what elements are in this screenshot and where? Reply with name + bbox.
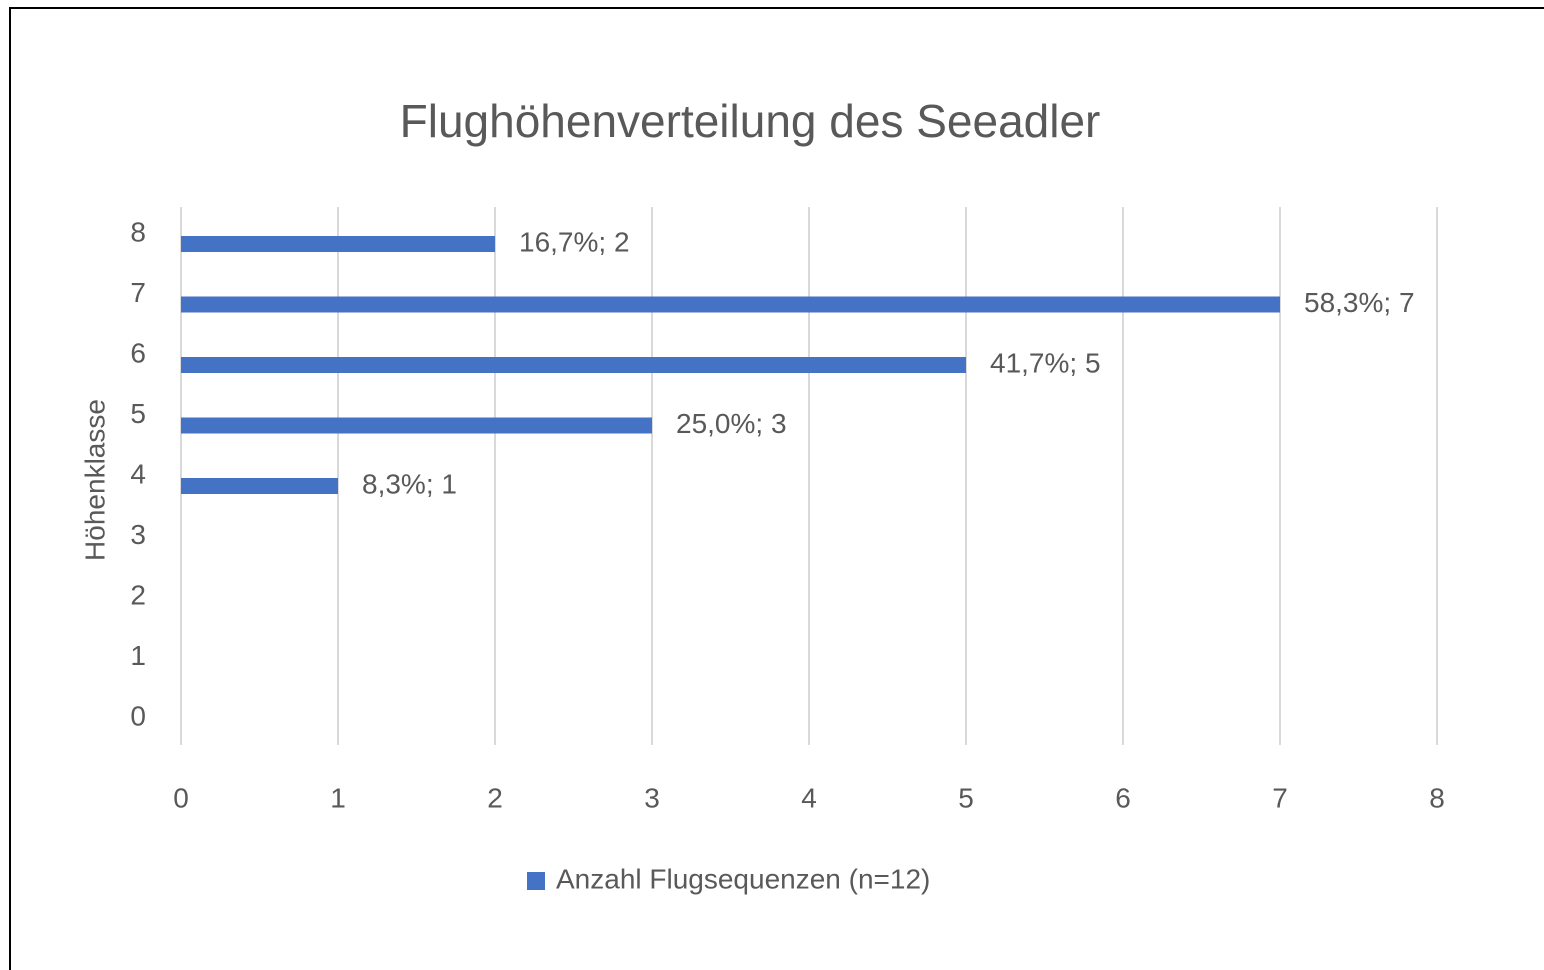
y-tick-label: 4 <box>130 458 146 489</box>
chart-title: Flughöhenverteilung des Seeadler <box>400 95 1101 147</box>
x-tick-label: 7 <box>1272 782 1288 813</box>
bar <box>181 417 652 434</box>
x-tick-label: 8 <box>1429 782 1445 813</box>
y-tick-label: 6 <box>130 337 146 368</box>
y-tick-label: 3 <box>130 519 146 550</box>
x-tick-label: 4 <box>801 782 817 813</box>
data-label: 16,7%; 2 <box>519 226 630 257</box>
y-tick-label: 8 <box>130 216 146 247</box>
data-label: 58,3%; 7 <box>1304 287 1415 318</box>
bar <box>181 478 338 494</box>
x-tick-label: 5 <box>958 782 974 813</box>
y-tick-label: 1 <box>130 640 146 671</box>
x-tick-label: 3 <box>644 782 660 813</box>
y-tick-label: 2 <box>130 579 146 610</box>
legend-label: Anzahl Flugsequenzen (n=12) <box>556 863 930 894</box>
data-label: 8,3%; 1 <box>362 468 457 499</box>
x-tick-label: 0 <box>173 782 189 813</box>
y-tick-label: 7 <box>130 277 146 308</box>
data-label: 41,7%; 5 <box>990 347 1101 378</box>
data-label: 25,0%; 3 <box>676 408 787 439</box>
x-tick-label: 2 <box>487 782 503 813</box>
y-axis-title: Höhenklasse <box>79 399 110 561</box>
legend-swatch <box>527 872 545 890</box>
y-tick-label: 5 <box>130 398 146 429</box>
bar <box>181 357 966 373</box>
bar <box>181 236 495 252</box>
bar <box>181 296 1280 313</box>
x-tick-label: 1 <box>330 782 346 813</box>
x-tick-label: 6 <box>1115 782 1131 813</box>
y-tick-label: 0 <box>130 700 146 731</box>
